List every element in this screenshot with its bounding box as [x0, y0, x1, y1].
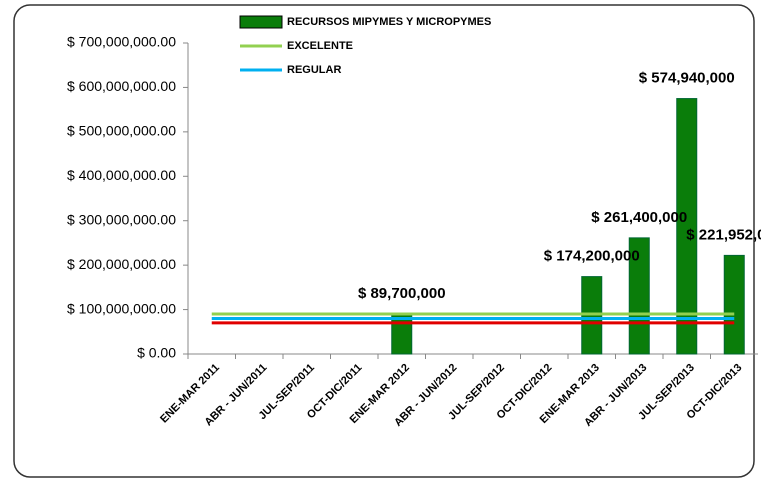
y-tick-label: $ 0.00: [137, 345, 176, 361]
y-tick-label: $ 300,000,000.00: [67, 211, 176, 227]
y-tick-label: $ 700,000,000.00: [67, 34, 176, 50]
legend-label: REGULAR: [287, 64, 341, 76]
data-label: $ 574,940,000: [639, 70, 735, 87]
legend-label: RECURSOS MIPYMES Y MICROPYMES: [287, 16, 491, 28]
bar: [723, 254, 745, 355]
bar: [391, 313, 413, 355]
y-tick-label: $ 400,000,000.00: [67, 167, 176, 183]
data-label: $ 174,200,000: [544, 248, 640, 265]
bar: [676, 98, 698, 355]
y-tick-label: $ 100,000,000.00: [67, 300, 176, 316]
data-label: $ 221,952,000: [686, 226, 761, 243]
chart-frame: [13, 4, 755, 478]
bar: [628, 237, 650, 355]
legend-swatch: [239, 15, 283, 29]
data-label: $ 89,700,000: [358, 285, 446, 302]
y-tick-label: $ 500,000,000.00: [67, 123, 176, 139]
y-tick-label: $ 200,000,000.00: [67, 256, 176, 272]
y-tick-label: $ 600,000,000.00: [67, 78, 176, 94]
data-label: $ 261,400,000: [591, 209, 687, 226]
legend-label: EXCELENTE: [287, 40, 353, 52]
